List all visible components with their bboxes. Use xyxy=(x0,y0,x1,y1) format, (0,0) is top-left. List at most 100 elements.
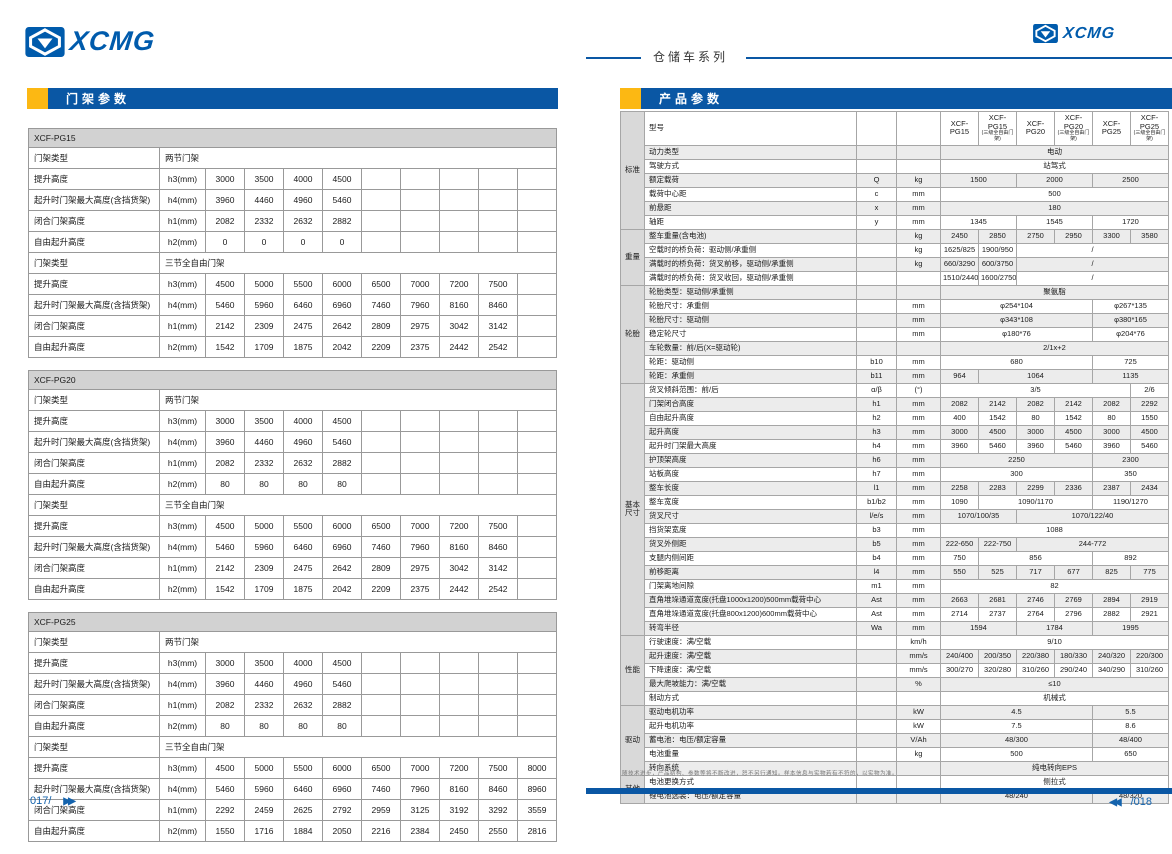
table-cell: mm xyxy=(896,550,941,566)
table-cell xyxy=(361,473,401,495)
param-label: 自由起升高度 xyxy=(644,410,857,426)
param-label: 电池重量 xyxy=(644,746,857,762)
table-cell: 2387 xyxy=(1092,480,1131,496)
table-cell: 0 xyxy=(244,231,284,253)
table-cell: x xyxy=(856,200,897,216)
param-label: 满载时的桥负荷：货叉收回，驱动侧/承重侧 xyxy=(644,270,857,286)
table-cell: mm xyxy=(896,536,941,552)
table-cell: 2082 xyxy=(1092,396,1131,412)
table-cell: 2894 xyxy=(1092,592,1131,608)
table-cell: 3142 xyxy=(478,315,518,337)
table-cell: 240/320 xyxy=(1092,648,1131,664)
table-cell: 4000 xyxy=(283,652,323,674)
table-cell: XCF-PG20 xyxy=(1016,111,1055,146)
table-cell: 80 xyxy=(205,473,245,495)
table-cell: 4500 xyxy=(205,515,245,537)
table-cell: h1(mm) xyxy=(159,210,206,232)
table-cell: 1500 xyxy=(940,172,1017,188)
next-page-arrows-icon[interactable]: ▶▶ xyxy=(63,795,76,807)
table-cell: 1545 xyxy=(1016,214,1093,230)
table-cell: 3125 xyxy=(400,799,440,821)
table-cell: 500 xyxy=(940,186,1169,202)
table-cell: b1/b2 xyxy=(856,494,897,510)
param-label: 转弯半径 xyxy=(644,620,857,636)
table-cell: 200/350 xyxy=(978,648,1017,664)
table-cell: 6960 xyxy=(322,294,362,316)
table-cell: 500 xyxy=(940,746,1093,762)
table-cell: 400 xyxy=(940,410,979,426)
table-cell: 门架类型 xyxy=(28,494,160,516)
table-cell: 8460 xyxy=(478,778,518,800)
table-cell xyxy=(856,732,897,748)
param-label: 最大爬坡能力：满/空载 xyxy=(644,676,857,692)
table-cell: 起升时门架最大高度(含挡货架) xyxy=(28,536,160,558)
table-cell: 4500 xyxy=(322,410,362,432)
prev-page-arrows-icon[interactable]: ◀◀ xyxy=(1109,796,1122,808)
group-label: 轮胎 xyxy=(620,284,645,384)
table-cell xyxy=(856,634,897,650)
table-cell xyxy=(478,652,518,674)
param-label: 门架离地间隙 xyxy=(644,578,857,594)
table-cell xyxy=(896,340,941,356)
model-header-cell: XCF-PG25 (三级全自由门架) xyxy=(1130,111,1169,146)
param-label: 驱动电机功率 xyxy=(644,704,857,720)
param-label: 下降速度：满/空载 xyxy=(644,662,857,678)
table-cell: 闭合门架高度 xyxy=(28,694,160,716)
table-cell: 5960 xyxy=(244,536,284,558)
table-cell: h2(mm) xyxy=(159,231,206,253)
table-cell: 5460 xyxy=(205,294,245,316)
table-cell: 3000 xyxy=(940,424,979,440)
table-cell: mm xyxy=(896,480,941,496)
table-cell: 8160 xyxy=(439,778,479,800)
logo-text: XCMG xyxy=(68,26,157,56)
table-cell: 2796 xyxy=(1054,606,1093,622)
table-cell: 7200 xyxy=(439,515,479,537)
table-cell xyxy=(400,652,440,674)
table-cell xyxy=(856,270,897,286)
table-cell: XCF-PG15 xyxy=(940,111,979,146)
table-cell: mm xyxy=(896,326,941,342)
table-cell xyxy=(856,228,897,244)
table-cell: h4(mm) xyxy=(159,778,206,800)
table-cell xyxy=(361,652,401,674)
table-cell xyxy=(856,704,897,720)
table-cell: 2082 xyxy=(940,396,979,412)
table-cell: 门架类型 xyxy=(28,736,160,758)
group-label: 基本尺寸 xyxy=(620,382,645,636)
table-cell xyxy=(896,111,941,146)
table-cell: 725 xyxy=(1092,354,1169,370)
series-title: 仓储车系列 xyxy=(653,50,729,64)
table-cell: 0 xyxy=(205,231,245,253)
table-cell: h1(mm) xyxy=(159,694,206,716)
table-cell: 2750 xyxy=(1016,228,1055,244)
table-cell xyxy=(896,690,941,706)
table-cell: 5460 xyxy=(322,673,362,695)
table-cell: 5.5 xyxy=(1092,704,1169,720)
table-cell: b10 xyxy=(856,354,897,370)
mast-type: 两节门架 xyxy=(158,631,558,653)
table-cell: 7000 xyxy=(400,273,440,295)
param-label: 轴距 xyxy=(644,214,857,230)
mast-table-XCF-PG25: XCF-PG25 门架类型 两节门架 提升高度 h3(mm) 3000 3500 4000 45… xyxy=(27,612,558,842)
table-cell: mm xyxy=(896,438,941,454)
table-cell: h4(mm) xyxy=(159,189,206,211)
table-cell: 222-650 xyxy=(940,536,979,552)
table-cell: 5460 xyxy=(205,536,245,558)
param-label: 动力类型 xyxy=(644,144,857,160)
table-cell: mm xyxy=(896,410,941,426)
table-cell xyxy=(400,168,440,190)
table-cell: h2(mm) xyxy=(159,715,206,737)
table-cell: h4(mm) xyxy=(159,294,206,316)
table-cell xyxy=(516,673,558,695)
product-parameters-table: 标准 型号 XCF-PG15 XCF-PG15 (三级全自由门架) XCF-PG20 XCF… xyxy=(620,111,1169,804)
param-label: 站板高度 xyxy=(644,466,857,482)
table-cell: 3500 xyxy=(244,410,284,432)
param-label: 轮胎尺寸：驱动侧 xyxy=(644,312,857,328)
table-cell: 80 xyxy=(244,473,284,495)
table-cell: 2336 xyxy=(1054,480,1093,496)
table-cell: 1345 xyxy=(940,214,1017,230)
table-cell: mm xyxy=(896,298,941,314)
table-cell xyxy=(478,431,518,453)
model-header-cell: XCF-PG15 (三级全自由门架) xyxy=(978,111,1017,146)
table-cell: 5460 xyxy=(322,189,362,211)
